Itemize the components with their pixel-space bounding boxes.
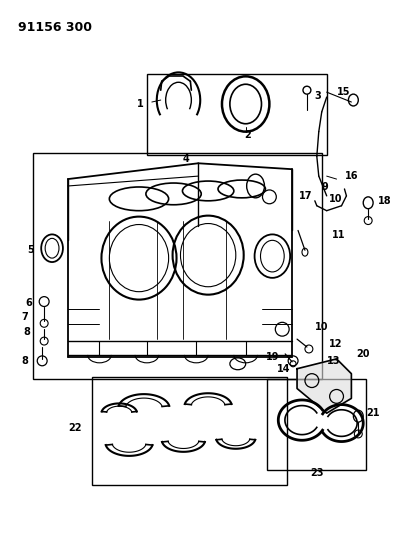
Polygon shape: [297, 359, 351, 413]
Text: 20: 20: [356, 349, 370, 359]
Text: 23: 23: [310, 469, 323, 479]
Text: 2: 2: [244, 130, 251, 140]
Text: 16: 16: [344, 171, 358, 181]
Text: 17: 17: [299, 191, 313, 201]
Text: 3: 3: [315, 91, 322, 101]
Text: 8: 8: [22, 356, 28, 366]
Text: 13: 13: [327, 356, 340, 366]
Text: 14: 14: [277, 364, 291, 374]
Bar: [147, 75, 327, 155]
Text: 91156 300: 91156 300: [19, 21, 93, 34]
Text: 22: 22: [68, 423, 82, 433]
Text: 7: 7: [22, 312, 28, 322]
Text: 1: 1: [137, 99, 144, 109]
Text: 21: 21: [366, 408, 380, 418]
Bar: [33, 154, 322, 378]
Text: 10: 10: [315, 322, 328, 332]
Text: 19: 19: [266, 352, 279, 362]
Text: 15: 15: [336, 87, 350, 97]
Text: 5: 5: [28, 245, 34, 255]
Text: 9: 9: [322, 182, 329, 192]
Text: 4: 4: [183, 155, 190, 164]
Text: 6: 6: [26, 297, 32, 308]
Text: 11: 11: [332, 230, 345, 240]
Text: 10: 10: [329, 194, 342, 204]
Bar: [91, 377, 287, 486]
Bar: [268, 378, 366, 470]
Text: 18: 18: [378, 196, 392, 206]
Text: 8: 8: [24, 327, 30, 337]
Text: 12: 12: [329, 339, 342, 349]
